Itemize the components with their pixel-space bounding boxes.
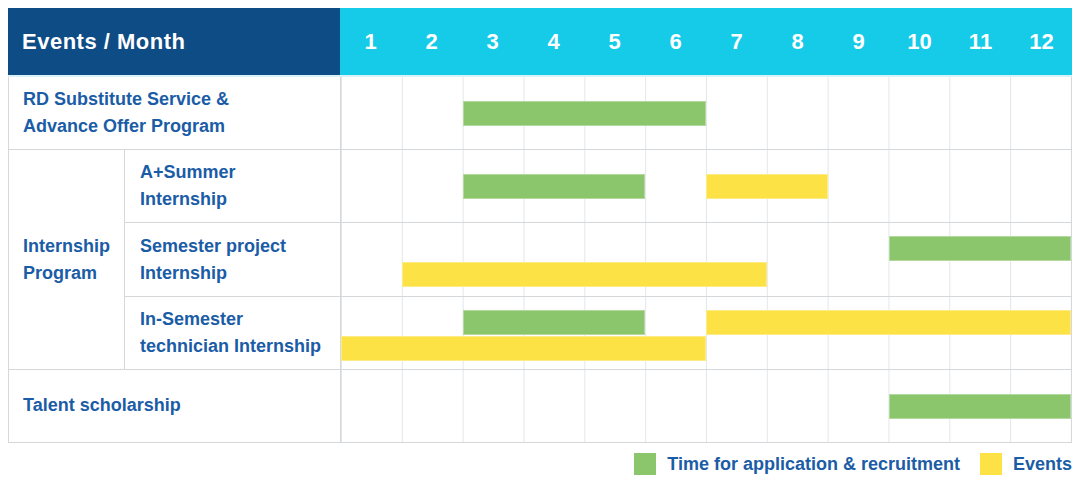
label-line: Internship [140,260,340,287]
month-header-7: 7 [706,8,767,75]
legend: Time for application & recruitment Event… [634,453,1072,475]
row-label-talent-scholarship: Talent scholarship [9,370,341,442]
page-title: Events / Month [22,29,185,55]
legend-item-events: Events [980,453,1072,475]
label-line: Program [23,260,124,287]
table-header: Events / Month 1 2 3 4 5 6 7 8 9 10 11 1… [8,8,1072,77]
legend-label-events: Events [1013,454,1072,475]
label-line: RD Substitute Service & [23,86,340,113]
timeline-track-rd-substitute [341,77,1071,149]
header-title-cell: Events / Month [8,8,340,75]
bar-event [706,174,828,199]
month-header-row: 1 2 3 4 5 6 7 8 9 10 11 12 [340,8,1072,75]
month-header-9: 9 [828,8,889,75]
schedule-table: Events / Month 1 2 3 4 5 6 7 8 9 10 11 1… [8,8,1072,443]
month-header-6: 6 [645,8,706,75]
timeline-track-semester-project [341,223,1071,295]
row-label-a-summer: A+Summer Internship [125,150,341,222]
group-label-internship-program: Internship Program [9,150,125,368]
month-header-5: 5 [584,8,645,75]
month-header-2: 2 [401,8,462,75]
legend-label-application: Time for application & recruitment [667,454,960,475]
table-body: RD Substitute Service & Advance Offer Pr… [8,77,1072,443]
label-line: Advance Offer Program [23,113,340,140]
label-line: Internship [23,233,124,260]
row-label-semester-project: Semester project Internship [125,223,341,295]
month-header-11: 11 [950,8,1011,75]
bar-event [341,336,706,361]
timeline-track-a-summer [341,150,1071,222]
label-line: Semester project [140,233,340,260]
row-label-rd-substitute: RD Substitute Service & Advance Offer Pr… [9,77,341,149]
table-row-group-internship: Internship Program A+Summer Internship S… [9,150,1071,369]
bar-application [463,310,646,335]
timeline-track-in-semester [341,297,1071,369]
bar-event [402,262,767,287]
label-line: Talent scholarship [23,392,340,419]
month-header-3: 3 [462,8,523,75]
table-row-a-summer: A+Summer Internship [125,150,1071,223]
label-line: Internship [140,186,340,213]
bar-application [463,101,706,126]
month-header-10: 10 [889,8,950,75]
table-row-rd-substitute: RD Substitute Service & Advance Offer Pr… [9,77,1071,150]
row-label-in-semester: In-Semester technician Internship [125,297,341,369]
gantt-schedule: Events / Month 1 2 3 4 5 6 7 8 9 10 11 1… [0,0,1080,494]
bar-application [889,394,1072,419]
month-header-4: 4 [523,8,584,75]
table-row-talent-scholarship: Talent scholarship [9,370,1071,442]
month-header-8: 8 [767,8,828,75]
event-swatch-icon [980,453,1002,475]
table-row-in-semester: In-Semester technician Internship [125,297,1071,369]
legend-item-application: Time for application & recruitment [634,453,960,475]
group-subrows: A+Summer Internship Semester project Int… [125,150,1071,368]
label-line: A+Summer [140,159,340,186]
month-header-1: 1 [340,8,401,75]
month-header-12: 12 [1011,8,1072,75]
label-line: technician Internship [140,333,340,360]
table-row-semester-project: Semester project Internship [125,223,1071,296]
label-line: In-Semester [140,306,340,333]
bar-event [706,310,1071,335]
bar-application [889,236,1072,261]
bar-application [463,174,646,199]
timeline-track-talent-scholarship [341,370,1071,442]
application-swatch-icon [634,453,656,475]
